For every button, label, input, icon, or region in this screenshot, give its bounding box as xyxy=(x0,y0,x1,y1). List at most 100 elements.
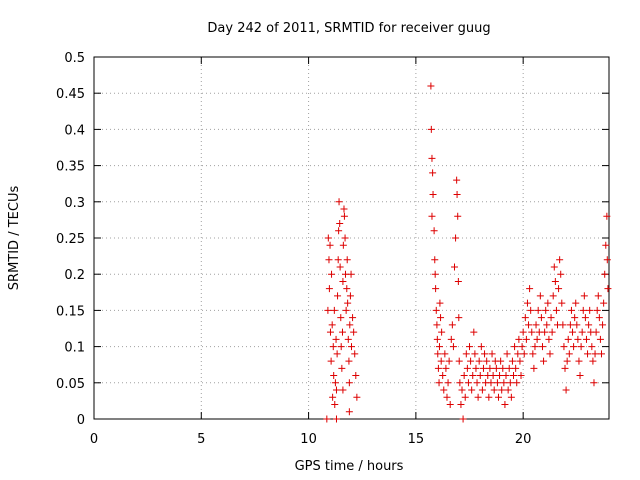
data-point xyxy=(567,306,575,314)
data-point xyxy=(444,379,452,387)
data-point xyxy=(502,372,510,380)
data-point xyxy=(452,234,460,242)
data-point xyxy=(596,335,604,343)
data-point xyxy=(529,350,537,358)
data-point xyxy=(562,386,570,394)
data-point xyxy=(346,321,354,329)
data-point xyxy=(574,335,582,343)
data-point xyxy=(343,285,351,293)
data-point xyxy=(564,335,572,343)
data-point xyxy=(330,372,338,380)
data-point xyxy=(436,299,444,307)
data-point xyxy=(340,205,348,213)
data-point xyxy=(335,227,343,235)
data-point xyxy=(490,386,498,394)
y-tick-label: 0 xyxy=(77,413,85,428)
data-point xyxy=(531,343,539,351)
data-point xyxy=(341,234,349,242)
data-point xyxy=(349,314,357,322)
y-tick-label: 0.35 xyxy=(56,160,85,175)
data-point xyxy=(337,314,345,322)
data-point xyxy=(520,350,528,358)
data-point xyxy=(351,350,359,358)
data-point xyxy=(458,386,466,394)
data-point xyxy=(433,321,441,329)
data-point xyxy=(454,277,462,285)
data-point xyxy=(323,415,331,423)
data-point xyxy=(479,364,487,372)
data-point xyxy=(456,379,464,387)
data-point xyxy=(438,328,446,336)
data-point xyxy=(327,357,335,365)
data-point xyxy=(537,314,545,322)
data-point xyxy=(481,350,489,358)
data-point xyxy=(578,328,586,336)
data-point xyxy=(460,372,468,380)
data-point xyxy=(572,299,580,307)
data-point xyxy=(334,292,342,300)
data-point xyxy=(342,306,350,314)
data-point xyxy=(338,328,346,336)
data-point xyxy=(560,343,568,351)
data-point xyxy=(590,379,598,387)
data-point xyxy=(352,372,360,380)
data-point xyxy=(540,357,548,365)
data-point xyxy=(486,364,494,372)
data-point xyxy=(563,357,571,365)
data-point xyxy=(549,292,557,300)
data-point xyxy=(429,169,437,177)
x-tick-label: 10 xyxy=(300,432,317,447)
data-point xyxy=(339,386,347,394)
data-point xyxy=(551,277,559,285)
data-point xyxy=(459,415,467,423)
data-point xyxy=(466,343,474,351)
data-point xyxy=(478,386,486,394)
data-point xyxy=(518,343,526,351)
data-point xyxy=(526,285,534,293)
data-point xyxy=(343,256,351,264)
data-point xyxy=(461,393,469,401)
data-point xyxy=(498,386,506,394)
data-point xyxy=(437,357,445,365)
data-point xyxy=(536,292,544,300)
data-point xyxy=(432,306,440,314)
data-point xyxy=(441,350,449,358)
data-point xyxy=(519,328,527,336)
data-point xyxy=(326,328,334,336)
data-point xyxy=(548,328,556,336)
data-point xyxy=(593,306,601,314)
data-point xyxy=(428,154,436,162)
data-point xyxy=(489,372,497,380)
data-point xyxy=(431,270,439,278)
data-point xyxy=(527,306,535,314)
data-point xyxy=(457,401,465,409)
data-point xyxy=(331,401,339,409)
data-point xyxy=(508,357,516,365)
data-point xyxy=(575,357,583,365)
data-point xyxy=(603,212,611,220)
data-point xyxy=(336,263,344,271)
data-point xyxy=(469,372,477,380)
y-tick-label: 0.5 xyxy=(64,51,85,66)
y-tick-label: 0.4 xyxy=(64,123,85,138)
y-tick-label: 0.3 xyxy=(64,196,85,211)
data-point xyxy=(601,270,609,278)
data-point xyxy=(443,393,451,401)
data-point xyxy=(492,364,500,372)
data-point xyxy=(521,314,529,322)
data-point xyxy=(561,364,569,372)
data-point xyxy=(347,270,355,278)
data-point xyxy=(555,285,563,293)
data-point xyxy=(448,321,456,329)
data-point xyxy=(428,212,436,220)
data-point xyxy=(353,393,361,401)
data-point xyxy=(434,364,442,372)
data-point xyxy=(475,357,483,365)
data-point xyxy=(328,321,336,329)
data-point xyxy=(589,357,597,365)
data-point xyxy=(528,328,536,336)
data-point xyxy=(346,292,354,300)
data-point xyxy=(501,401,509,409)
data-point xyxy=(496,372,504,380)
x-tick-label: 5 xyxy=(197,432,205,447)
